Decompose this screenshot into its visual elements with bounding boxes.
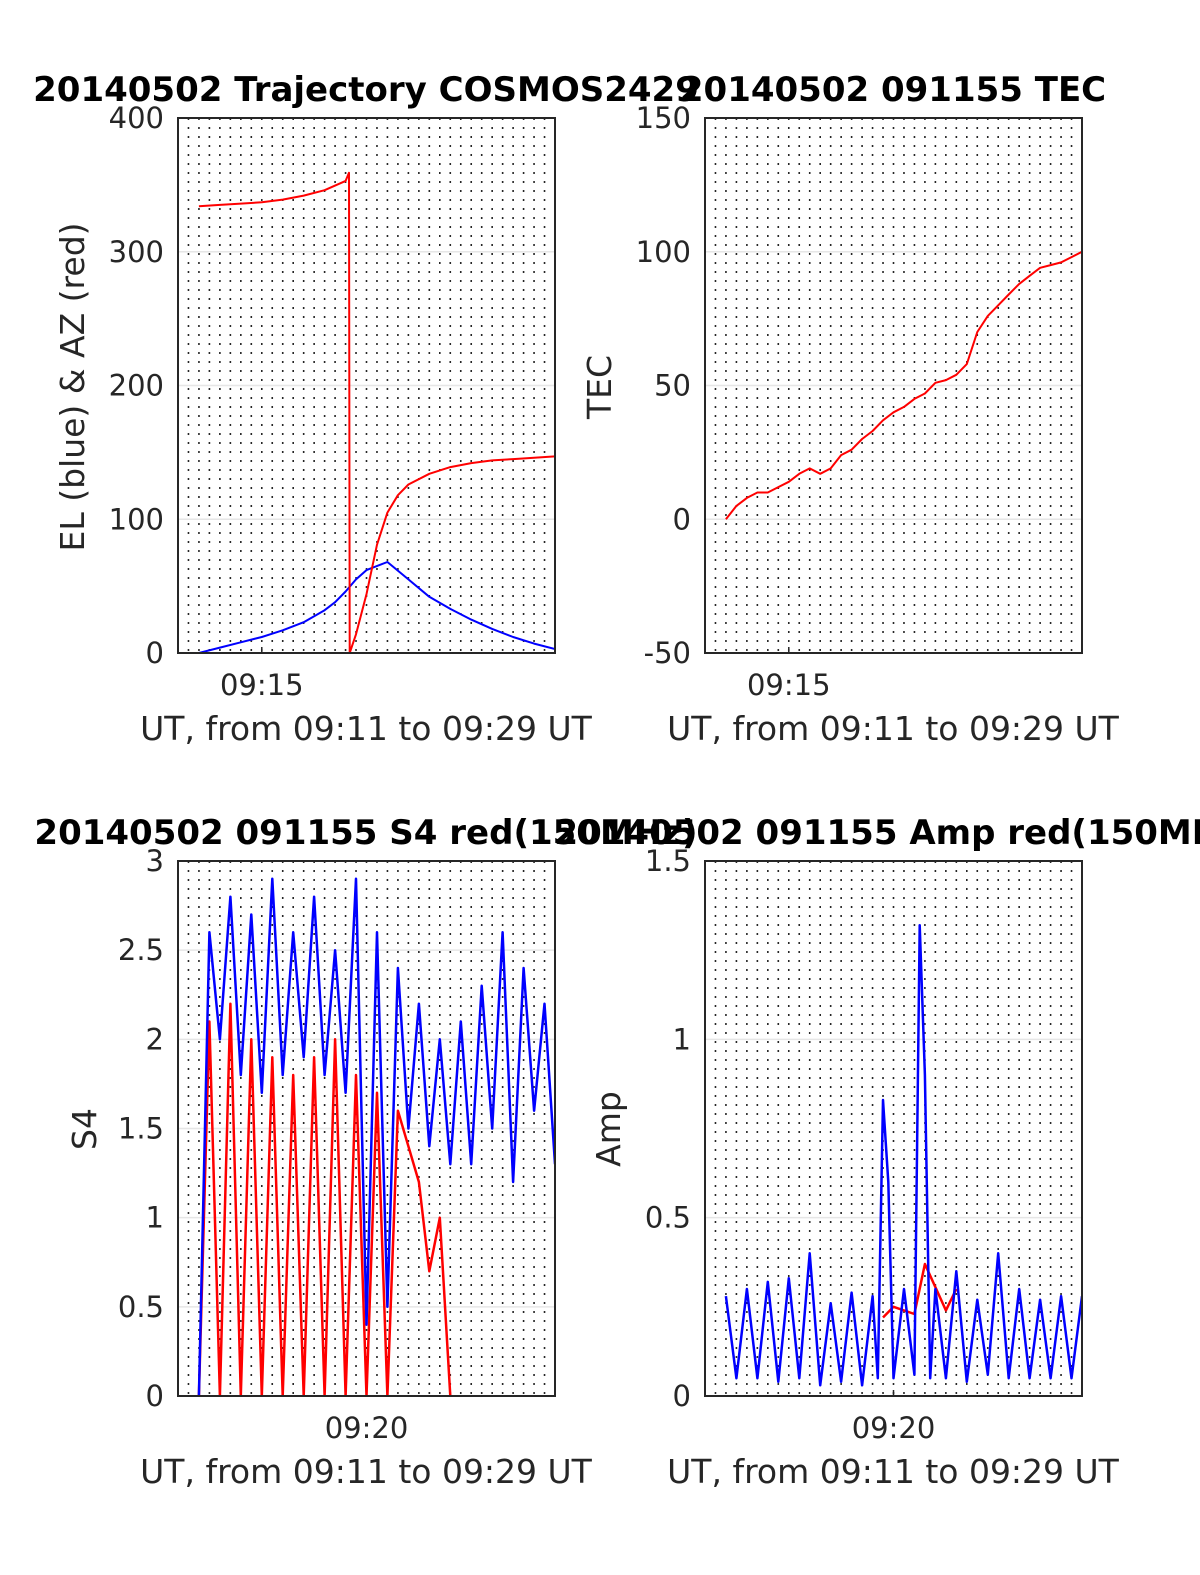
y-tick-label: 1: [146, 1201, 164, 1235]
x-axis-label: UT, from 09:11 to 09:29 UT: [140, 1452, 593, 1491]
x-tick-label: 09:20: [852, 1411, 936, 1445]
y-tick-label: 300: [109, 235, 164, 269]
series-line-red: [882, 1262, 958, 1319]
x-axis-label: UT, from 09:11 to 09:29 UT: [667, 709, 1120, 748]
series-line-red: [725, 250, 1082, 520]
y-tick-label: 0.5: [645, 1201, 691, 1235]
y-tick-label: 0: [146, 1379, 164, 1413]
y-tick-label: 0: [146, 636, 164, 670]
y-axis-label: EL (blue) & AZ (red): [53, 222, 92, 551]
y-tick-label: 150: [636, 101, 691, 135]
panel-trajectory: 20140502 Trajectory COSMOS2429 UT, from …: [33, 70, 699, 748]
series-line-blue: [724, 923, 1082, 1387]
y-tick-label: 0: [673, 1379, 691, 1413]
panel-amp: 20140502 091155 Amp red(150MHz) UT, from…: [554, 813, 1200, 1491]
axes-box: [704, 117, 1083, 654]
x-tick-label: 09:15: [747, 668, 831, 702]
y-tick-label: 1.5: [645, 844, 691, 878]
chart-title: 20140502 091155 S4 red(150MHz): [34, 813, 697, 853]
y-axis-label: S4: [65, 1108, 104, 1150]
y-tick-label: 3: [146, 844, 164, 878]
y-tick-label: 50: [654, 369, 691, 403]
y-tick-label: 0: [673, 502, 691, 536]
panel-tec: 20140502 091155 TEC UT, from 09:11 to 09…: [580, 70, 1120, 748]
axes-box: [704, 860, 1083, 1397]
y-tick-label: 2: [146, 1022, 164, 1056]
series-line-red: [197, 1002, 452, 1396]
y-tick-label: 0.5: [118, 1290, 164, 1324]
x-axis-label: UT, from 09:11 to 09:29 UT: [140, 709, 593, 748]
series-line-red: [198, 171, 555, 653]
y-tick-label: 100: [109, 502, 164, 536]
y-tick-label: 1: [673, 1022, 691, 1056]
y-tick-label: 1.5: [118, 1112, 164, 1146]
series-line-blue: [198, 561, 555, 653]
plot-area: 0 0.5 1 1.5 2 2.5 3 09:20: [118, 844, 556, 1445]
y-tick-label: -50: [644, 636, 691, 670]
y-tick-label: 2.5: [118, 933, 164, 967]
chart-title: 20140502 091155 TEC: [680, 70, 1106, 110]
chart-title: 20140502 Trajectory COSMOS2429: [33, 70, 699, 110]
chart-title: 20140502 091155 Amp red(150MHz): [554, 813, 1200, 853]
x-tick-label: 09:20: [325, 1411, 409, 1445]
y-tick-label: 400: [109, 101, 164, 135]
y-axis-label: TEC: [580, 355, 619, 420]
x-tick-label: 09:15: [220, 668, 304, 702]
plot-area: 0 0.5 1 1.5 09:20: [645, 844, 1083, 1445]
panel-s4: 20140502 091155 S4 red(150MHz) UT, from …: [34, 813, 697, 1491]
x-axis-label: UT, from 09:11 to 09:29 UT: [667, 1452, 1120, 1491]
plot-area: 0 100 200 300 400 09:15: [109, 101, 556, 702]
y-tick-label: 100: [636, 235, 691, 269]
y-axis-label: Amp: [589, 1091, 628, 1167]
axes-box: [177, 117, 556, 654]
y-tick-label: 200: [109, 369, 164, 403]
axes-box: [177, 860, 556, 1397]
plot-area: -50 0 50 100 150 09:15: [636, 101, 1083, 702]
series-line-blue: [197, 877, 555, 1396]
